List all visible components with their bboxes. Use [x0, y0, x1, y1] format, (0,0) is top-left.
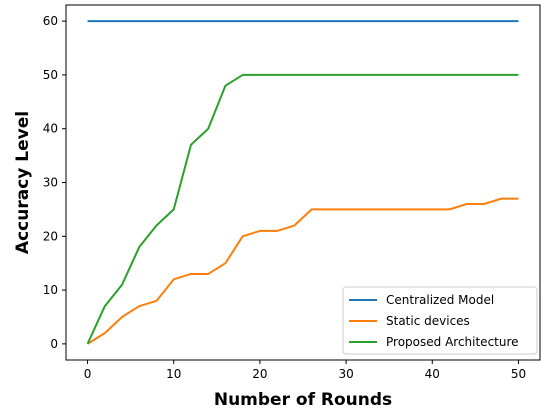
- x-tick-label: 20: [252, 367, 267, 381]
- legend-label-2: Proposed Architecture: [386, 335, 519, 349]
- x-axis-label: Number of Rounds: [214, 390, 392, 410]
- x-tick-label: 40: [425, 367, 440, 381]
- y-tick-label: 0: [50, 337, 58, 351]
- y-axis-label: Accuracy Level: [13, 111, 33, 254]
- x-tick-label: 50: [511, 367, 526, 381]
- y-tick-label: 10: [43, 283, 58, 297]
- y-tick-label: 20: [43, 229, 58, 243]
- legend-label-1: Static devices: [386, 314, 470, 328]
- y-tick-label: 40: [43, 122, 58, 136]
- x-tick-label: 10: [166, 367, 181, 381]
- legend: Centralized Model Static devices Proposed …: [343, 287, 537, 354]
- legend-label-0: Centralized Model: [386, 293, 494, 307]
- y-tick-label: 60: [43, 14, 58, 28]
- y-tick-label: 50: [43, 68, 58, 82]
- x-tick-label: 0: [84, 367, 92, 381]
- y-tick-label: 30: [43, 176, 58, 190]
- x-tick-label: 30: [338, 367, 353, 381]
